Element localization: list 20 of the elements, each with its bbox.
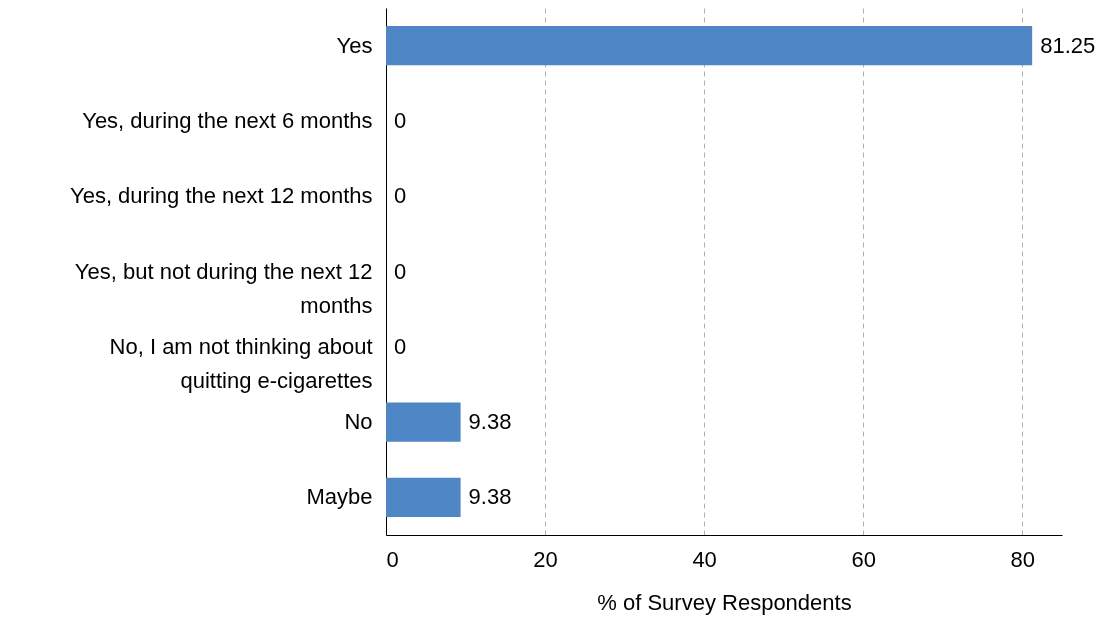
y-tick-label: No [344, 409, 373, 435]
x-tick-label: 20 [533, 546, 558, 572]
x-tick-label: 0 [386, 546, 399, 572]
y-tick-label: Yes, during the next 6 months [82, 107, 373, 133]
y-tick-label: Yes, but not during the next 12 months [74, 258, 373, 318]
data-label: 0 [394, 258, 407, 284]
data-label: 0 [394, 183, 407, 209]
x-tick-label: 40 [692, 546, 717, 572]
y-tick-label: Yes, during the next 12 months [70, 183, 373, 209]
data-label: 9.38 [468, 484, 512, 510]
data-label: 9.38 [468, 409, 512, 435]
x-axis-title: % of Survey Respondents [597, 589, 852, 615]
y-tick-label: Yes [336, 32, 373, 58]
y-tick-label: No, I am not thinking about quitting e-cigarettes [109, 333, 373, 393]
data-label: 0 [394, 333, 407, 359]
data-label: 0 [394, 107, 407, 133]
x-tick-label: 60 [851, 546, 876, 572]
data-label: 81.25 [1040, 32, 1096, 58]
y-tick-label: Maybe [306, 484, 373, 510]
x-tick-label: 80 [1010, 546, 1035, 572]
